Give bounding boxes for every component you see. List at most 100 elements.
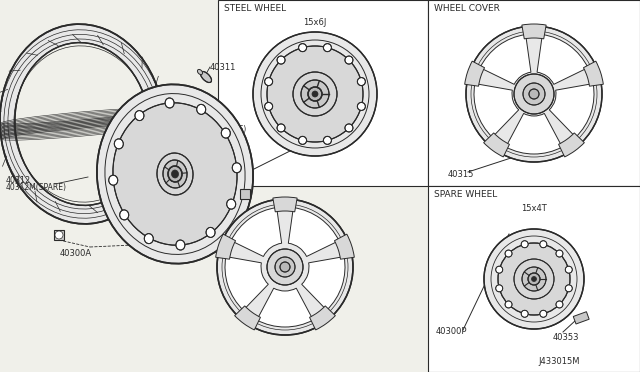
Circle shape: [275, 257, 295, 277]
Ellipse shape: [144, 234, 154, 244]
Ellipse shape: [232, 163, 241, 173]
Wedge shape: [257, 288, 313, 327]
Circle shape: [528, 273, 540, 285]
Ellipse shape: [227, 199, 236, 209]
Circle shape: [484, 229, 584, 329]
Circle shape: [521, 241, 528, 248]
Wedge shape: [273, 197, 297, 212]
Circle shape: [556, 250, 563, 257]
Ellipse shape: [165, 98, 174, 108]
Text: 40300: 40300: [188, 118, 213, 126]
Ellipse shape: [109, 175, 118, 185]
Ellipse shape: [113, 103, 237, 245]
Circle shape: [522, 267, 546, 291]
Wedge shape: [484, 133, 509, 157]
Circle shape: [264, 102, 273, 110]
Circle shape: [267, 249, 303, 285]
Ellipse shape: [176, 240, 185, 250]
Text: 40353: 40353: [553, 333, 579, 341]
Circle shape: [505, 301, 512, 308]
Circle shape: [217, 199, 353, 335]
Text: 40311: 40311: [210, 62, 236, 71]
Circle shape: [277, 124, 285, 132]
Ellipse shape: [135, 110, 144, 121]
Bar: [573, 312, 589, 324]
Text: 40315: 40315: [320, 288, 346, 296]
Circle shape: [565, 266, 572, 273]
Circle shape: [565, 285, 572, 292]
Text: 40312M(SPARE): 40312M(SPARE): [6, 183, 67, 192]
Circle shape: [523, 83, 545, 105]
Circle shape: [466, 26, 602, 162]
Wedge shape: [235, 306, 260, 330]
Ellipse shape: [172, 170, 179, 178]
Text: 40224: 40224: [245, 208, 271, 217]
Ellipse shape: [221, 128, 230, 138]
Wedge shape: [216, 234, 236, 259]
Circle shape: [312, 91, 318, 97]
Wedge shape: [225, 257, 268, 310]
Circle shape: [299, 44, 307, 52]
Circle shape: [277, 56, 285, 64]
Circle shape: [556, 301, 563, 308]
Wedge shape: [584, 61, 604, 86]
Wedge shape: [231, 208, 282, 256]
Circle shape: [521, 310, 528, 317]
Circle shape: [253, 32, 377, 156]
Circle shape: [301, 80, 329, 108]
Wedge shape: [289, 208, 339, 256]
Ellipse shape: [157, 153, 193, 195]
Ellipse shape: [15, 43, 149, 205]
Ellipse shape: [198, 70, 202, 74]
Wedge shape: [335, 234, 355, 259]
Circle shape: [498, 243, 570, 315]
Wedge shape: [522, 24, 546, 39]
Circle shape: [299, 137, 307, 144]
Ellipse shape: [163, 160, 187, 188]
Text: 15x4T: 15x4T: [521, 203, 547, 212]
Circle shape: [514, 74, 554, 114]
Ellipse shape: [0, 24, 164, 224]
Wedge shape: [549, 84, 594, 137]
Circle shape: [529, 89, 539, 99]
Ellipse shape: [206, 227, 215, 237]
Circle shape: [345, 56, 353, 64]
Text: 40312: 40312: [6, 176, 31, 185]
Ellipse shape: [115, 139, 124, 149]
Ellipse shape: [97, 84, 253, 264]
Circle shape: [293, 72, 337, 116]
Wedge shape: [465, 61, 484, 86]
Circle shape: [357, 78, 365, 86]
Circle shape: [540, 241, 547, 248]
Circle shape: [357, 102, 365, 110]
Circle shape: [531, 276, 536, 282]
Text: SPARE WHEEL: SPARE WHEEL: [434, 189, 497, 199]
Text: 40300P(SPARE): 40300P(SPARE): [188, 125, 247, 134]
Ellipse shape: [200, 71, 212, 83]
Circle shape: [496, 285, 503, 292]
Circle shape: [323, 44, 332, 52]
Circle shape: [496, 266, 503, 273]
Ellipse shape: [168, 166, 182, 182]
Circle shape: [267, 46, 363, 142]
Ellipse shape: [120, 210, 129, 220]
Wedge shape: [301, 257, 345, 310]
Circle shape: [323, 137, 332, 144]
Bar: [428, 186, 640, 372]
Text: 40300A: 40300A: [60, 250, 92, 259]
Circle shape: [280, 262, 290, 272]
Text: WHEEL COVER: WHEEL COVER: [434, 3, 500, 13]
Circle shape: [345, 124, 353, 132]
Wedge shape: [537, 35, 588, 84]
Text: 40300: 40300: [228, 170, 254, 179]
Wedge shape: [480, 35, 531, 84]
Wedge shape: [506, 113, 562, 154]
Bar: [54, 230, 64, 240]
Wedge shape: [474, 84, 518, 137]
Text: STEEL WHEEL: STEEL WHEEL: [224, 3, 286, 13]
Circle shape: [308, 87, 322, 101]
Circle shape: [514, 259, 554, 299]
Bar: [240, 189, 250, 199]
Circle shape: [540, 310, 547, 317]
Circle shape: [505, 250, 512, 257]
